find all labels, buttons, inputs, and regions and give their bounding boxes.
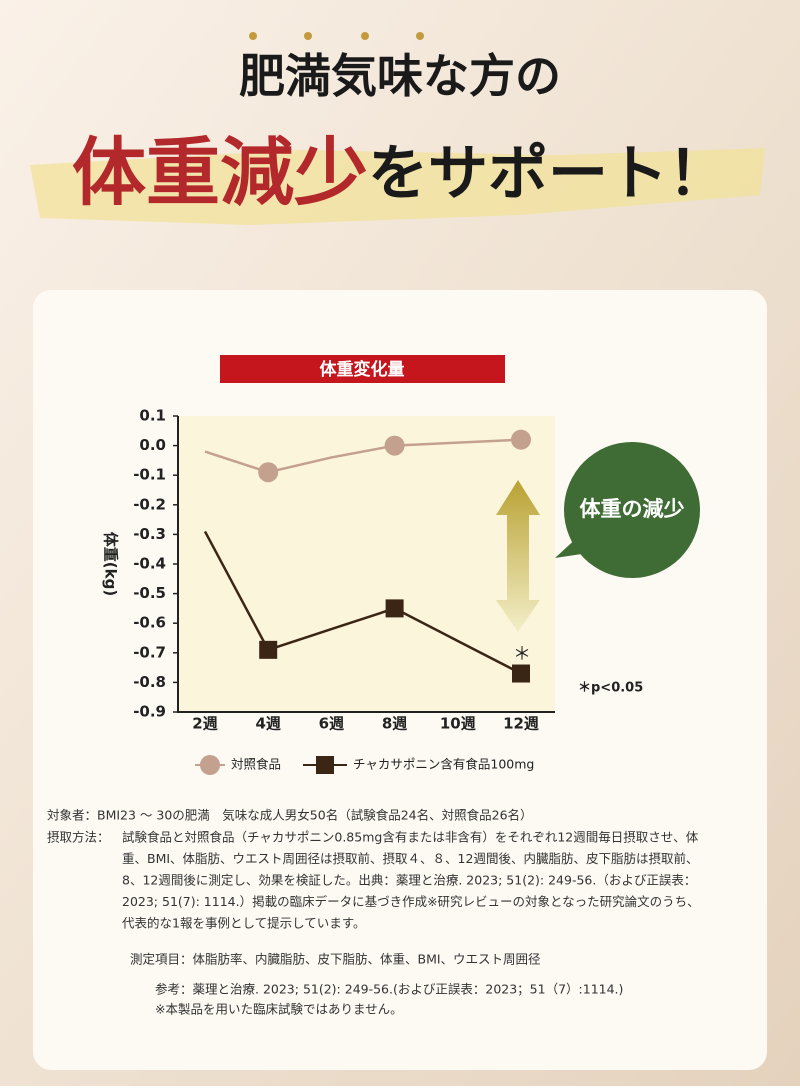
note-method-line: 試験食品と対照食品（チャカサポニン0.85mg含有または非含有）をそれぞれ12週… xyxy=(122,830,699,845)
y-tick-label: -0.5 xyxy=(133,584,166,602)
y-tick-label: -0.8 xyxy=(133,673,166,691)
legend-label: チャカサポニン含有食品100mg xyxy=(353,757,534,772)
note-disclaimer: ※本製品を用いた臨床試験ではありません。 xyxy=(155,1002,403,1017)
chart-title: 体重変化量 xyxy=(320,359,405,380)
y-tick-label: 0.1 xyxy=(139,407,166,425)
y-tick-label: -0.1 xyxy=(133,466,166,484)
x-tick-label: 4週 xyxy=(255,715,280,733)
series-line xyxy=(204,438,522,474)
note-method-line: 代表的な1報を事例として提示しています。 xyxy=(122,916,365,931)
bubble xyxy=(564,442,700,578)
significance-mark: ＊ xyxy=(513,644,531,665)
x-tick-label: 8週 xyxy=(382,715,407,733)
plot-area xyxy=(178,416,555,712)
data-point xyxy=(511,429,531,450)
y-tick-label: -0.7 xyxy=(133,643,166,661)
header-black: をサポート！ xyxy=(368,139,728,209)
x-tick-label: 2週 xyxy=(192,715,217,733)
legend-marker xyxy=(316,756,334,774)
series-line xyxy=(203,530,522,675)
decrease-arrow xyxy=(496,480,540,632)
y-tick-label: -0.3 xyxy=(133,525,166,543)
x-tick-label: 6週 xyxy=(319,715,344,733)
emphasis-dots xyxy=(249,32,424,40)
data-point xyxy=(384,435,405,456)
data-point xyxy=(385,599,404,618)
data-point xyxy=(512,664,530,683)
y-tick-label: -0.9 xyxy=(133,703,166,721)
brush-stroke xyxy=(30,148,765,225)
y-tick-label: -0.6 xyxy=(133,614,166,632)
legend-marker xyxy=(200,755,220,775)
note-method-line: 2023; 51(7): 1114.）掲載の臨床データに基づき作成※研究レビュー… xyxy=(122,894,700,909)
note-method-line: 8、12週間後に測定し、効果を検証した。出典：薬理と治療. 2023; 51(2… xyxy=(122,873,696,888)
note-items: 測定項目：体脂肪率、内臓脂肪、皮下脂肪、体重、BMI、ウエスト周囲径 xyxy=(130,952,541,967)
y-tick-label: -0.2 xyxy=(133,495,166,513)
x-tick-label: 12週 xyxy=(503,715,539,733)
bubble-text: 体重の減少 xyxy=(580,497,685,521)
note-method-line: 重、BMI、体脂肪、ウエスト周囲径は摂取前、摂取４、８、12週間後、内臓脂肪、皮… xyxy=(122,851,698,866)
header-line2: 体重減少をサポート！ xyxy=(72,130,728,216)
chart-title-box xyxy=(220,355,505,383)
y-tick-label: -0.4 xyxy=(133,555,166,573)
note-method-label: 摂取方法： xyxy=(47,830,110,845)
significance-note: ＊p<0.05 xyxy=(578,681,643,696)
legend-label: 対照食品 xyxy=(231,757,281,772)
header-line1: 肥満気味な方の xyxy=(239,49,561,103)
x-tick-label: 10週 xyxy=(440,715,476,733)
header-red: 体重減少 xyxy=(72,130,368,216)
note-reference: 参考：薬理と治療. 2023; 51(2): 249-56.(および正誤表：20… xyxy=(155,982,623,997)
note-subjects: 対象者：BMI23 ～ 30の肥満 気味な成人男女50名（試験食品24名、対照食… xyxy=(47,808,533,823)
y-axis-label: 体重(kg) xyxy=(102,532,120,596)
data-point xyxy=(258,462,279,483)
y-tick-label: 0.0 xyxy=(139,436,166,454)
data-point xyxy=(259,640,278,659)
